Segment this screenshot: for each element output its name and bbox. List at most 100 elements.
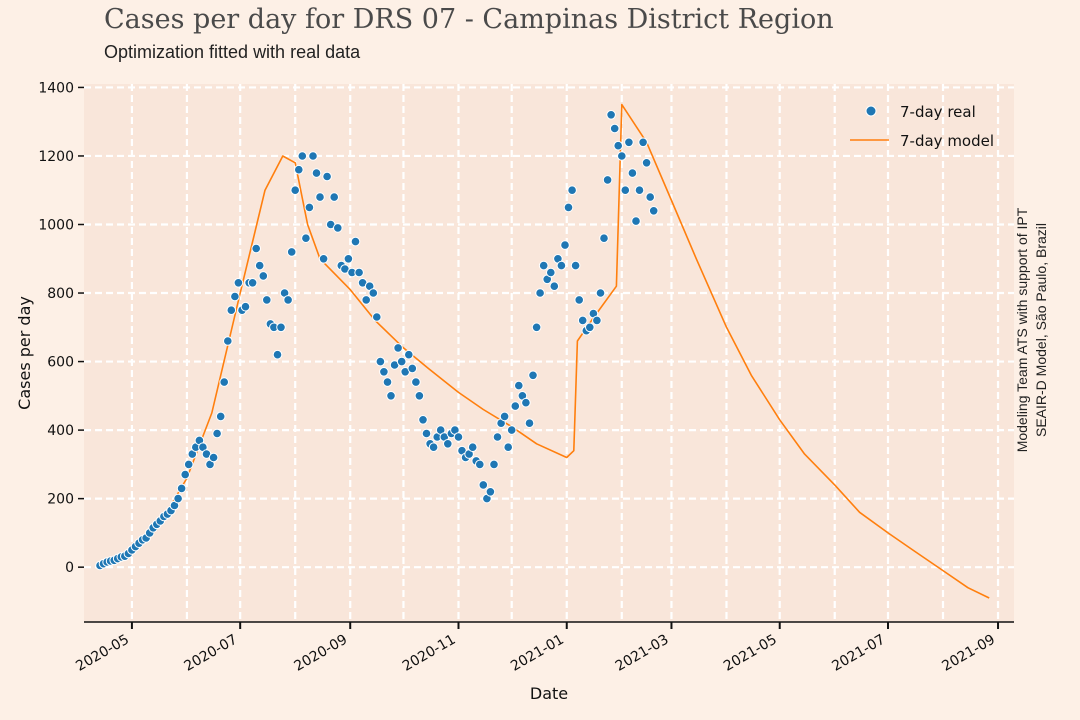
real-data-point bbox=[428, 442, 439, 453]
real-data-point bbox=[617, 151, 627, 161]
real-data-point bbox=[354, 267, 364, 278]
real-data-point bbox=[283, 295, 293, 305]
real-data-point bbox=[531, 322, 542, 333]
real-data-point bbox=[467, 442, 478, 453]
real-data-point bbox=[333, 223, 343, 233]
real-data-point bbox=[641, 158, 652, 168]
real-data-point bbox=[606, 110, 616, 120]
y-tick-label: 1400 bbox=[38, 80, 74, 96]
real-data-point bbox=[492, 432, 503, 442]
real-data-point bbox=[602, 175, 613, 185]
real-data-point bbox=[301, 233, 311, 243]
real-data-point bbox=[453, 432, 464, 442]
real-data-point bbox=[375, 356, 386, 367]
real-data-point bbox=[208, 452, 219, 463]
real-data-point bbox=[567, 185, 577, 195]
real-data-point bbox=[577, 315, 588, 326]
real-data-point bbox=[418, 415, 428, 425]
real-data-point bbox=[361, 295, 372, 305]
real-data-point bbox=[322, 171, 332, 182]
real-data-point bbox=[485, 487, 496, 497]
real-data-point bbox=[421, 428, 432, 439]
real-data-point bbox=[176, 483, 187, 494]
real-data-point bbox=[286, 247, 297, 257]
x-tick-label: 2021-05 bbox=[721, 632, 780, 675]
real-data-point bbox=[329, 192, 340, 202]
real-data-point bbox=[638, 137, 648, 148]
x-tick-label: 2021-03 bbox=[613, 632, 672, 675]
x-tick-label: 2020-09 bbox=[292, 632, 351, 675]
real-data-point bbox=[609, 123, 620, 134]
real-data-point bbox=[215, 411, 226, 422]
real-data-point bbox=[627, 168, 638, 178]
model-line bbox=[99, 103, 990, 599]
real-data-point bbox=[212, 428, 222, 439]
real-data-point bbox=[258, 271, 269, 281]
chart-subtitle: Optimization fitted with real data bbox=[104, 42, 361, 62]
real-data-point bbox=[372, 312, 382, 322]
real-data-point bbox=[304, 202, 315, 213]
real-data-point bbox=[489, 459, 499, 470]
real-data-point bbox=[549, 281, 560, 292]
x-tick-label: 2020-07 bbox=[182, 632, 241, 675]
real-data-point bbox=[478, 480, 489, 490]
real-data-point bbox=[620, 185, 631, 195]
real-data-point bbox=[230, 291, 240, 302]
real-data-point bbox=[624, 137, 634, 148]
real-data-point bbox=[645, 192, 656, 202]
y-tick-label: 1200 bbox=[38, 149, 74, 165]
real-data-point bbox=[556, 260, 567, 271]
real-data-point bbox=[276, 322, 286, 333]
y-tick-label: 200 bbox=[47, 492, 74, 508]
real-data-point bbox=[247, 278, 258, 288]
real-data-point bbox=[223, 336, 233, 346]
real-data-point bbox=[574, 295, 585, 305]
real-data-point bbox=[262, 295, 272, 305]
real-data-point bbox=[368, 288, 379, 298]
real-data-point bbox=[514, 380, 524, 391]
real-data-point bbox=[506, 425, 517, 435]
real-data-point bbox=[443, 439, 453, 449]
y-tick-label: 800 bbox=[47, 286, 74, 302]
legend-model-label: 7-day model bbox=[900, 132, 994, 150]
real-data-point bbox=[546, 267, 556, 278]
x-tick-label: 2021-07 bbox=[829, 632, 888, 675]
real-data-point bbox=[315, 192, 325, 202]
x-axis-label: Date bbox=[530, 684, 568, 703]
real-data-point bbox=[411, 377, 421, 387]
real-data-point bbox=[350, 236, 361, 247]
real-data-point bbox=[528, 370, 538, 381]
chart-title: Cases per day for DRS 07 - Campinas Dist… bbox=[104, 4, 834, 35]
model-series bbox=[99, 103, 990, 599]
real-data-point bbox=[343, 253, 354, 264]
real-data-point bbox=[648, 206, 659, 216]
plot-area bbox=[84, 84, 1014, 622]
real-data-point bbox=[251, 243, 262, 254]
real-data-point bbox=[585, 322, 595, 333]
real-series bbox=[95, 110, 659, 571]
real-data-point bbox=[396, 356, 407, 367]
x-tick-label: 2020-11 bbox=[400, 632, 459, 675]
y-axis-label: Cases per day bbox=[15, 296, 34, 410]
legend: 7-day real 7-day model bbox=[850, 103, 994, 150]
real-data-point bbox=[233, 278, 244, 288]
y-tick-label: 400 bbox=[47, 423, 74, 439]
real-data-point bbox=[538, 260, 549, 271]
real-data-point bbox=[524, 418, 535, 429]
real-data-point bbox=[294, 164, 304, 175]
x-tick-label: 2020-05 bbox=[73, 632, 132, 675]
real-data-point bbox=[563, 202, 574, 213]
grid bbox=[84, 84, 1014, 622]
real-data-point bbox=[510, 401, 521, 411]
real-data-point bbox=[613, 140, 624, 151]
real-data-point bbox=[219, 377, 229, 387]
real-data-point bbox=[240, 301, 251, 312]
real-data-point bbox=[290, 185, 301, 195]
real-data-point bbox=[297, 151, 308, 161]
x-tick-label: 2021-09 bbox=[939, 632, 998, 675]
real-data-point bbox=[308, 151, 318, 161]
real-data-point bbox=[311, 168, 322, 178]
real-data-point bbox=[560, 240, 570, 250]
real-data-point bbox=[599, 233, 609, 243]
